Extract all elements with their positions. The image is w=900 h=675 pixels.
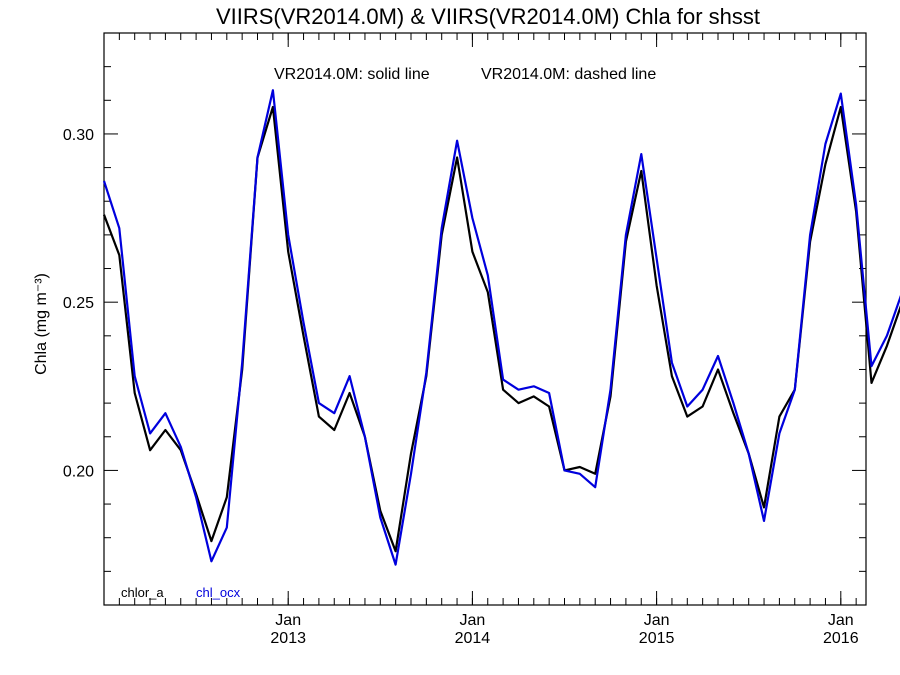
x-tick-year: 2014 [455,630,491,647]
series-line-chl-ocx [102,89,900,566]
y-axis-label: Chla (mg m⁻³) [33,273,50,375]
y-tick-label: 0.30 [63,127,94,144]
x-tick-year: 2013 [270,630,306,647]
x-tick-month: Jan [460,612,486,629]
legend: chlor_a chl_ocx [121,585,241,600]
legend-item-chlor-a: chlor_a [121,585,164,600]
series-lines [102,89,900,566]
x-tick-year: 2016 [823,630,859,647]
chart-title: VIIRS(VR2014.0M) & VIIRS(VR2014.0M) Chla… [216,4,760,29]
chart-subtitle-dashed: VR2014.0M: dashed line [481,66,656,83]
y-tick-label: 0.25 [63,295,94,312]
x-tick-month: Jan [828,612,854,629]
series-line-chlor-a [102,105,900,553]
legend-item-chl-ocx: chl_ocx [196,585,241,600]
y-tick-label: 0.20 [63,463,94,480]
x-tick-year: 2015 [639,630,675,647]
x-tick-month: Jan [275,612,301,629]
x-tick-month: Jan [644,612,670,629]
chart-subtitle-solid: VR2014.0M: solid line [274,66,430,83]
